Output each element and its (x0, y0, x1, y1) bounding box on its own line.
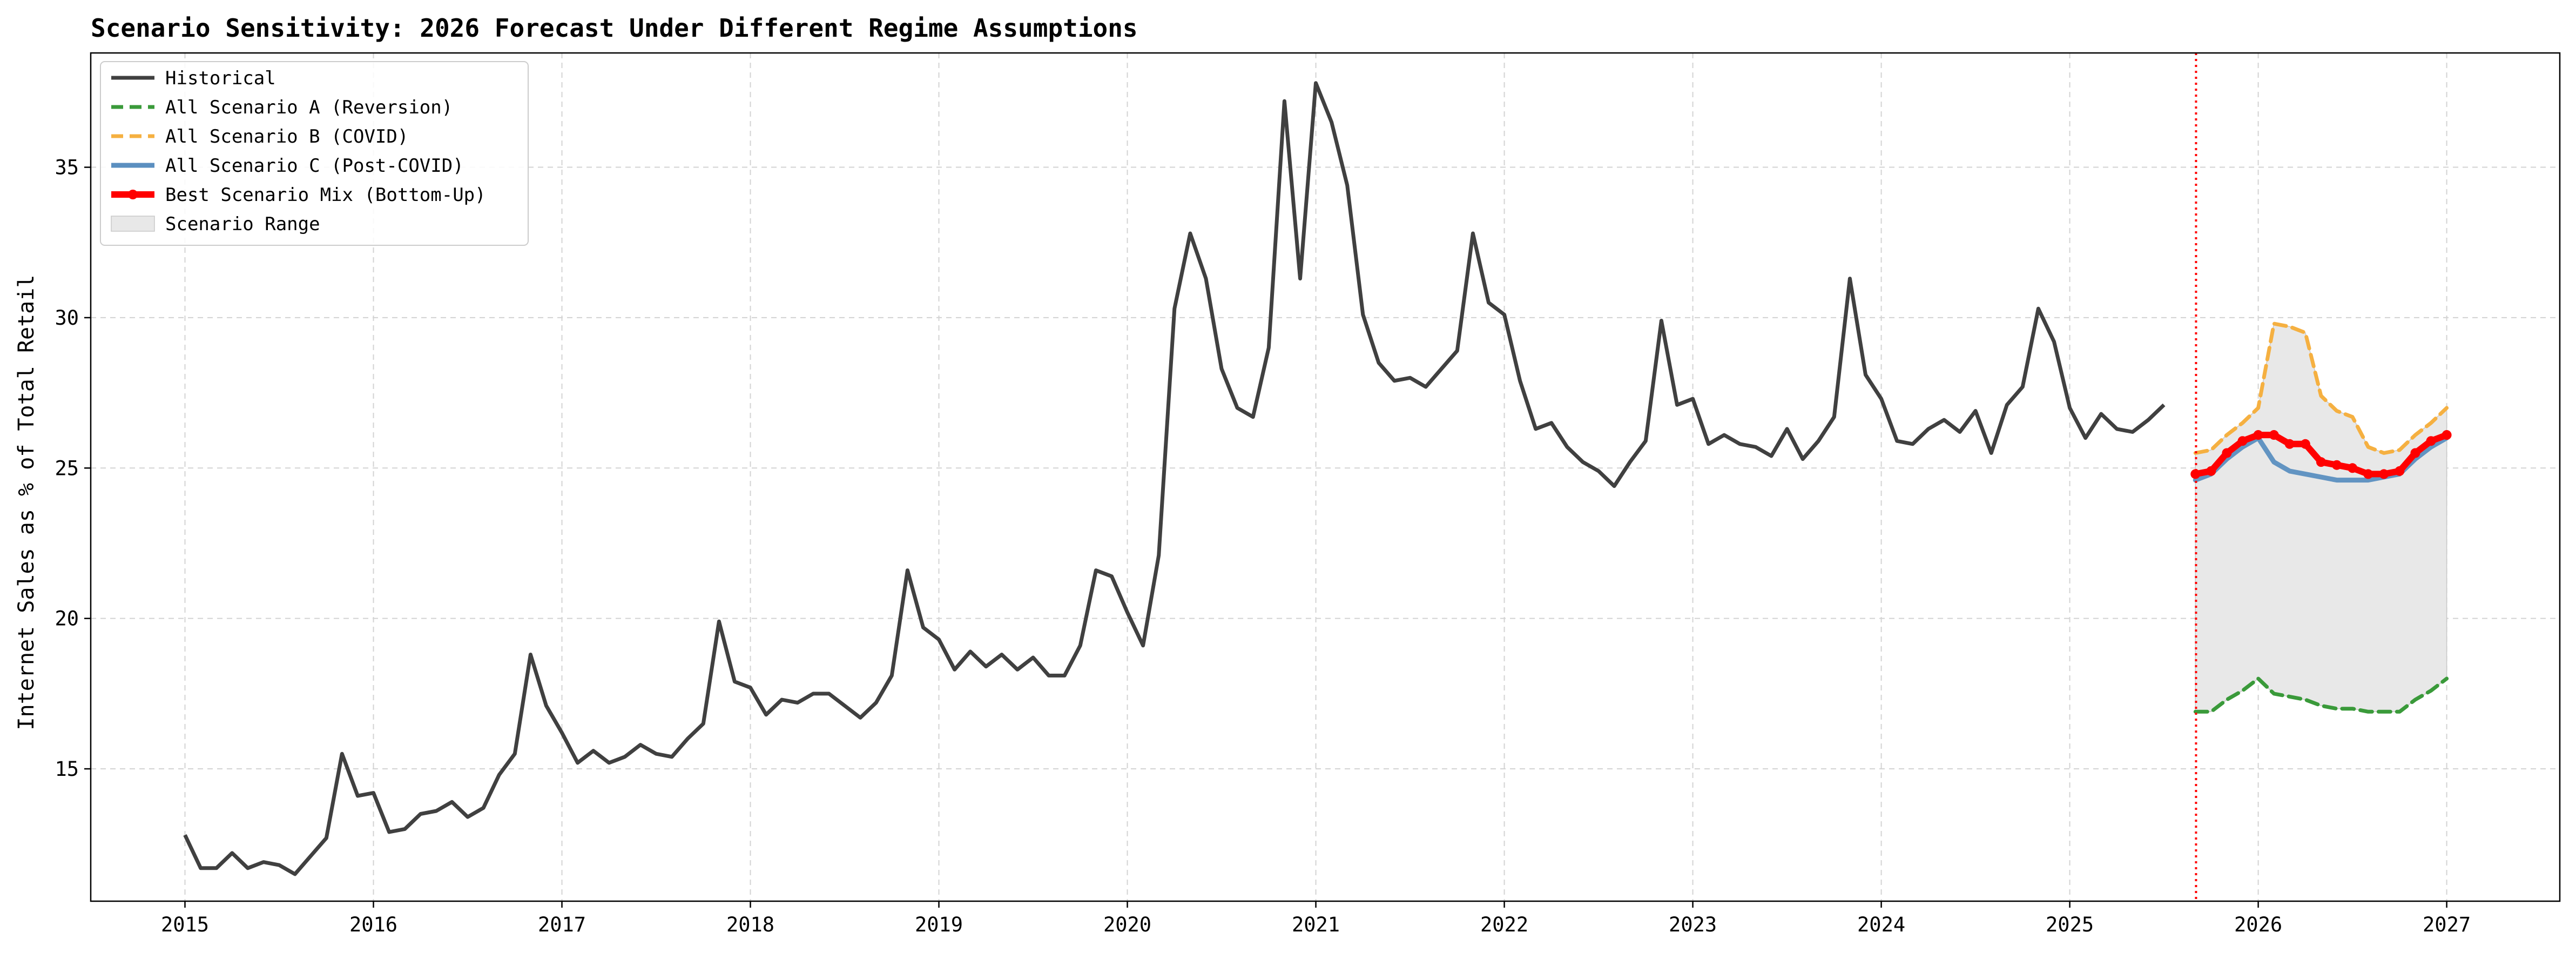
best-mix-point (2237, 436, 2248, 446)
best-mix-point (2426, 436, 2436, 446)
plot-frame (90, 52, 2561, 902)
best-mix-point (2253, 430, 2263, 440)
legend-label: All Scenario A (Reversion) (165, 97, 453, 118)
best-mix-point (2363, 469, 2373, 479)
scenario-range-area (2195, 323, 2447, 713)
legend-label: Scenario Range (165, 213, 320, 235)
axis-ticks: 2015 2016 2017 2018 2019 2020 2021 2022 2023 2024… (55, 156, 2471, 936)
x-tick-label: 2016 (349, 913, 397, 936)
y-axis-label: Internet Sales as % of Total Retail (14, 275, 39, 730)
series-line-historical (183, 81, 2166, 876)
legend-swatch-range (111, 216, 155, 232)
x-tick-label: 2017 (538, 913, 586, 936)
best-mix-point (2395, 466, 2405, 476)
legend-label: Historical (165, 68, 276, 89)
x-tick-label: 2025 (2046, 913, 2094, 936)
x-tick-label: 2018 (726, 913, 774, 936)
best-mix-point (2348, 463, 2358, 473)
x-tick-label: 2023 (1669, 913, 1717, 936)
series-line-scenario-a (2193, 676, 2449, 714)
best-mix-point (2332, 460, 2342, 470)
x-tick-label: 2026 (2234, 913, 2282, 936)
best-mix-point (2410, 448, 2420, 458)
best-mix-point (2206, 466, 2216, 476)
chart-title: Scenario Sensitivity: 2026 Forecast Unde… (91, 14, 1138, 43)
legend-box (100, 61, 529, 246)
best-mix-point (2269, 430, 2279, 440)
best-mix-point (2379, 469, 2389, 479)
series-line-scenario-b (2193, 321, 2449, 455)
x-tick-label: 2027 (2423, 913, 2471, 936)
series-lines (183, 81, 2452, 876)
x-tick-label: 2015 (161, 913, 209, 936)
x-tick-label: 2021 (1292, 913, 1340, 936)
legend-label: All Scenario C (Post-COVID) (165, 155, 464, 177)
x-tick-label: 2022 (1480, 913, 1528, 936)
best-mix-point (2190, 469, 2201, 479)
best-mix-point (2316, 457, 2326, 467)
x-tick-label: 2019 (915, 913, 963, 936)
best-mix-point (2222, 448, 2232, 458)
legend-label: Best Scenario Mix (Bottom-Up) (165, 184, 486, 206)
x-tick-label: 2024 (1857, 913, 1905, 936)
best-mix-point (2442, 430, 2452, 440)
y-tick-label: 20 (55, 607, 79, 631)
x-tick-label: 2020 (1103, 913, 1151, 936)
best-mix-point (2300, 439, 2310, 449)
legend-label: All Scenario B (COVID) (165, 126, 408, 147)
scenario-range-band (2195, 323, 2447, 713)
y-tick-label: 15 (55, 757, 79, 781)
legend: Historical All Scenario A (Reversion) All … (100, 61, 529, 246)
y-tick-label: 25 (55, 457, 79, 480)
best-mix-point (2284, 439, 2295, 449)
legend-marker-best-mix (128, 190, 138, 199)
y-tick-label: 35 (55, 156, 79, 179)
y-tick-label: 30 (55, 306, 79, 330)
